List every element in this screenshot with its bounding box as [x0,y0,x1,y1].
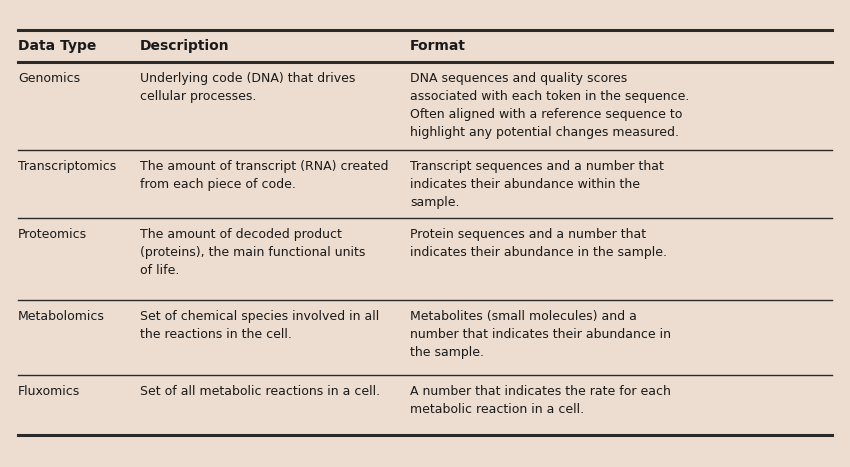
Text: Format: Format [410,39,466,53]
Text: Proteomics: Proteomics [18,228,87,241]
Text: Genomics: Genomics [18,72,80,85]
Text: Transcript sequences and a number that
indicates their abundance within the
samp: Transcript sequences and a number that i… [410,160,664,209]
Text: Set of chemical species involved in all
the reactions in the cell.: Set of chemical species involved in all … [140,310,379,341]
Text: Fluxomics: Fluxomics [18,385,80,398]
Text: The amount of decoded product
(proteins), the main functional units
of life.: The amount of decoded product (proteins)… [140,228,366,277]
Text: Transcriptomics: Transcriptomics [18,160,116,173]
Text: Underlying code (DNA) that drives
cellular processes.: Underlying code (DNA) that drives cellul… [140,72,355,103]
Text: Description: Description [140,39,230,53]
Text: Data Type: Data Type [18,39,96,53]
Text: Protein sequences and a number that
indicates their abundance in the sample.: Protein sequences and a number that indi… [410,228,667,259]
Text: A number that indicates the rate for each
metabolic reaction in a cell.: A number that indicates the rate for eac… [410,385,671,416]
Text: The amount of transcript (RNA) created
from each piece of code.: The amount of transcript (RNA) created f… [140,160,388,191]
Text: Metabolites (small molecules) and a
number that indicates their abundance in
the: Metabolites (small molecules) and a numb… [410,310,671,359]
Text: DNA sequences and quality scores
associated with each token in the sequence.
Oft: DNA sequences and quality scores associa… [410,72,689,139]
Text: Set of all metabolic reactions in a cell.: Set of all metabolic reactions in a cell… [140,385,380,398]
Text: Metabolomics: Metabolomics [18,310,105,323]
